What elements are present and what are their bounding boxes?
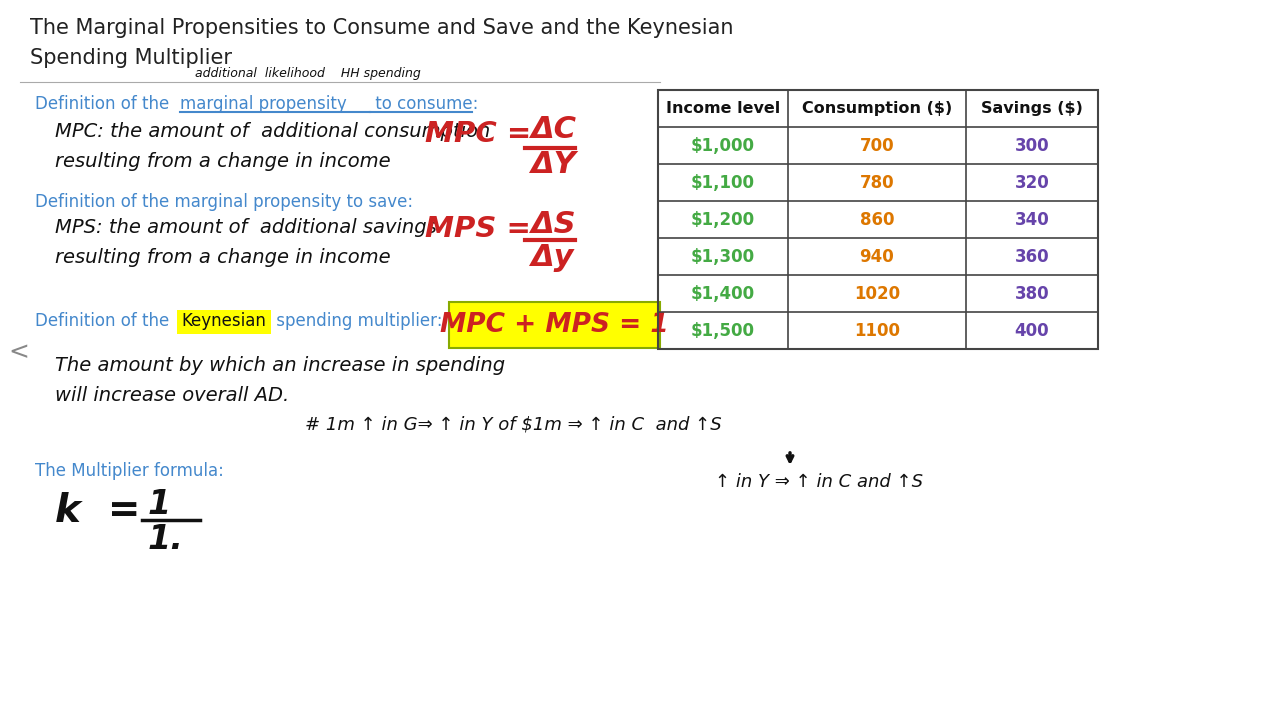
Text: marginal propensity: marginal propensity — [180, 95, 347, 113]
Text: 320: 320 — [1015, 174, 1050, 192]
Text: Keynesian: Keynesian — [180, 312, 266, 330]
Text: Definition of the: Definition of the — [35, 95, 174, 113]
Text: will increase overall AD.: will increase overall AD. — [55, 386, 289, 405]
Text: $1,100: $1,100 — [691, 174, 755, 192]
Text: MPC + MPS = 1: MPC + MPS = 1 — [440, 312, 669, 338]
Text: Definition of the marginal propensity to save:: Definition of the marginal propensity to… — [35, 193, 413, 211]
Text: $1,500: $1,500 — [691, 322, 755, 340]
Text: Savings ($): Savings ($) — [980, 101, 1083, 116]
Text: $1,000: $1,000 — [691, 137, 755, 155]
Text: Δy: Δy — [530, 243, 573, 272]
Text: The Marginal Propensities to Consume and Save and the Keynesian: The Marginal Propensities to Consume and… — [29, 18, 733, 38]
Text: Income level: Income level — [666, 101, 780, 116]
Text: 400: 400 — [1015, 322, 1050, 340]
Text: 1.: 1. — [148, 523, 184, 556]
Text: The Multiplier formula:: The Multiplier formula: — [35, 462, 224, 480]
FancyBboxPatch shape — [449, 302, 660, 348]
Text: 940: 940 — [860, 248, 895, 266]
Text: Spending Multiplier: Spending Multiplier — [29, 48, 232, 68]
Text: resulting from a change in income: resulting from a change in income — [55, 152, 390, 171]
Text: Consumption ($): Consumption ($) — [801, 101, 952, 116]
Text: MPC: the amount of  additional consumption: MPC: the amount of additional consumptio… — [55, 122, 490, 141]
Text: # 1m ↑ in G⇒ ↑ in Y of $1m ⇒ ↑ in C  and ↑S: # 1m ↑ in G⇒ ↑ in Y of $1m ⇒ ↑ in C and … — [305, 415, 722, 433]
Text: 1020: 1020 — [854, 284, 900, 302]
Text: 360: 360 — [1015, 248, 1050, 266]
Text: The amount by which an increase in spending: The amount by which an increase in spend… — [55, 356, 506, 375]
Text: to consume:: to consume: — [370, 95, 479, 113]
Text: ΔS: ΔS — [530, 210, 576, 239]
Text: Definition of the: Definition of the — [35, 312, 174, 330]
Text: k  =: k = — [55, 492, 141, 530]
Text: $1,200: $1,200 — [691, 210, 755, 228]
Text: 1100: 1100 — [854, 322, 900, 340]
Text: MPS =: MPS = — [425, 215, 531, 243]
Text: MPS: the amount of  additional savings: MPS: the amount of additional savings — [55, 218, 436, 237]
Text: 700: 700 — [860, 137, 895, 155]
Text: additional  likelihood    HH spending: additional likelihood HH spending — [195, 67, 421, 80]
Text: <: < — [8, 340, 29, 364]
Text: resulting from a change in income: resulting from a change in income — [55, 248, 390, 267]
Text: MPC =: MPC = — [425, 120, 531, 148]
Text: 340: 340 — [1015, 210, 1050, 228]
Text: 300: 300 — [1015, 137, 1050, 155]
Text: spending multiplier:: spending multiplier: — [271, 312, 443, 330]
Text: $1,300: $1,300 — [691, 248, 755, 266]
Bar — [658, 90, 1098, 349]
Text: 380: 380 — [1015, 284, 1050, 302]
Text: 780: 780 — [860, 174, 895, 192]
Text: ↑ in Y ⇒ ↑ in C and ↑S: ↑ in Y ⇒ ↑ in C and ↑S — [716, 473, 923, 491]
Text: 1: 1 — [148, 488, 172, 521]
Text: ΔC: ΔC — [530, 115, 576, 144]
Text: ΔY: ΔY — [530, 150, 576, 179]
Text: $1,400: $1,400 — [691, 284, 755, 302]
Text: 860: 860 — [860, 210, 895, 228]
FancyBboxPatch shape — [177, 310, 271, 334]
